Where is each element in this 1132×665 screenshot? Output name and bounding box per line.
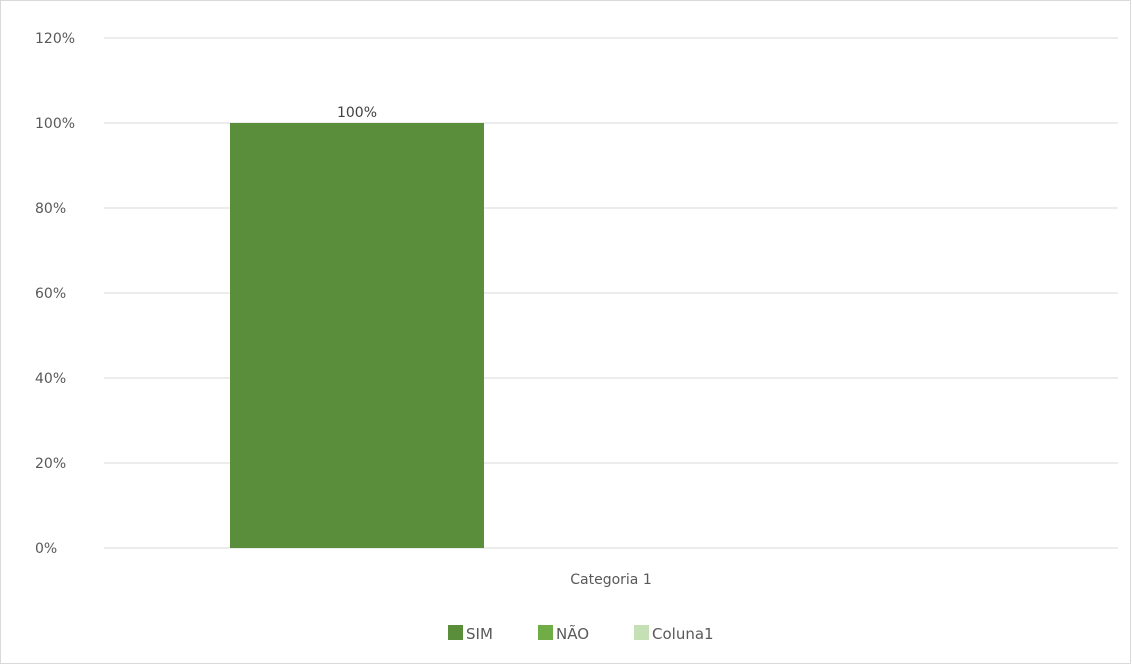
y-tick-label: 20% bbox=[35, 456, 66, 472]
y-tick-label: 0% bbox=[35, 541, 57, 557]
y-tick-label: 80% bbox=[35, 201, 66, 217]
legend-label: Coluna1 bbox=[652, 625, 714, 643]
y-tick-label: 100% bbox=[35, 116, 75, 132]
x-axis-ticks: Categoria 1 bbox=[570, 572, 652, 588]
legend: SIM NÃO Coluna1 bbox=[448, 624, 714, 643]
legend-swatch bbox=[448, 625, 463, 640]
y-tick-label: 40% bbox=[35, 371, 66, 387]
y-tick-label: 120% bbox=[35, 31, 75, 47]
legend-label: SIM bbox=[466, 625, 493, 643]
legend-swatch bbox=[538, 625, 553, 640]
y-axis-ticks: 0% 20% 40% 60% 80% 100% 120% bbox=[35, 31, 75, 557]
x-tick-label: Categoria 1 bbox=[570, 572, 652, 588]
bars bbox=[230, 123, 484, 548]
bar-sim bbox=[230, 123, 484, 548]
legend-label: NÃO bbox=[556, 624, 589, 643]
y-tick-label: 60% bbox=[35, 286, 66, 302]
data-label: 100% bbox=[337, 105, 377, 121]
legend-swatch bbox=[634, 625, 649, 640]
data-labels: 100% bbox=[337, 105, 377, 121]
